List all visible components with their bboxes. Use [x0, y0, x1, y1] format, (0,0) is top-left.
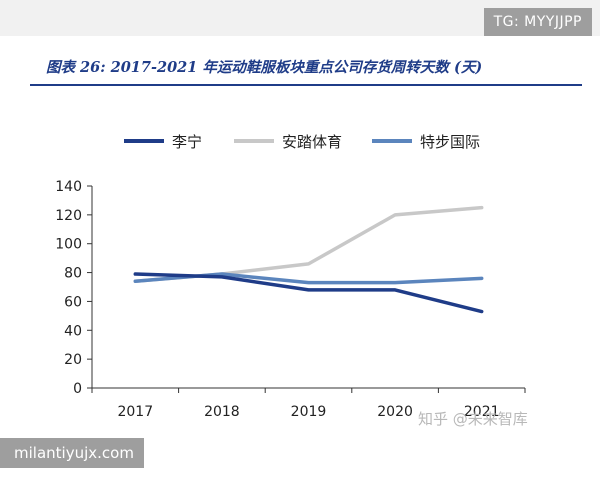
series-line-0	[133, 272, 484, 314]
y-tick-label: 60	[64, 294, 82, 310]
legend-swatch-series-1	[234, 139, 274, 143]
chart-legend: 李宁 安踏体育 特步国际	[0, 126, 600, 156]
title-divider	[30, 84, 582, 86]
legend-label-series-0: 李宁	[172, 133, 203, 151]
series-line-1	[133, 205, 484, 283]
y-tick-label: 0	[73, 381, 82, 397]
y-tick-label: 120	[55, 208, 82, 224]
legend-swatch-series-2	[372, 139, 412, 143]
y-tick-label: 20	[64, 352, 82, 368]
legend-label-series-2: 特步国际	[420, 133, 481, 151]
y-tick-label: 100	[55, 237, 82, 253]
top-watermark-badge: TG: MYYJJPP	[483, 8, 592, 36]
y-tick-label: 140	[55, 179, 82, 195]
bottom-right-watermark: 知乎 @未来智库	[418, 410, 528, 428]
y-tick-label: 80	[64, 266, 82, 282]
y-tick-label: 40	[64, 323, 82, 339]
x-tick-label: 2020	[377, 404, 413, 420]
figure-title: 图表 26: 2017-2021 年运动鞋服板块重点公司存货周转天数 (天)	[46, 59, 483, 76]
legend-label-series-1: 安踏体育	[282, 133, 343, 151]
x-tick-label: 2019	[291, 404, 327, 420]
x-tick-label: 2018	[204, 404, 240, 420]
site-watermark-badge: milantiyujx.com	[0, 438, 144, 468]
x-tick-label: 2017	[117, 404, 153, 420]
legend-swatch-series-0	[124, 139, 164, 143]
x-tick-label: 2021	[464, 404, 500, 420]
